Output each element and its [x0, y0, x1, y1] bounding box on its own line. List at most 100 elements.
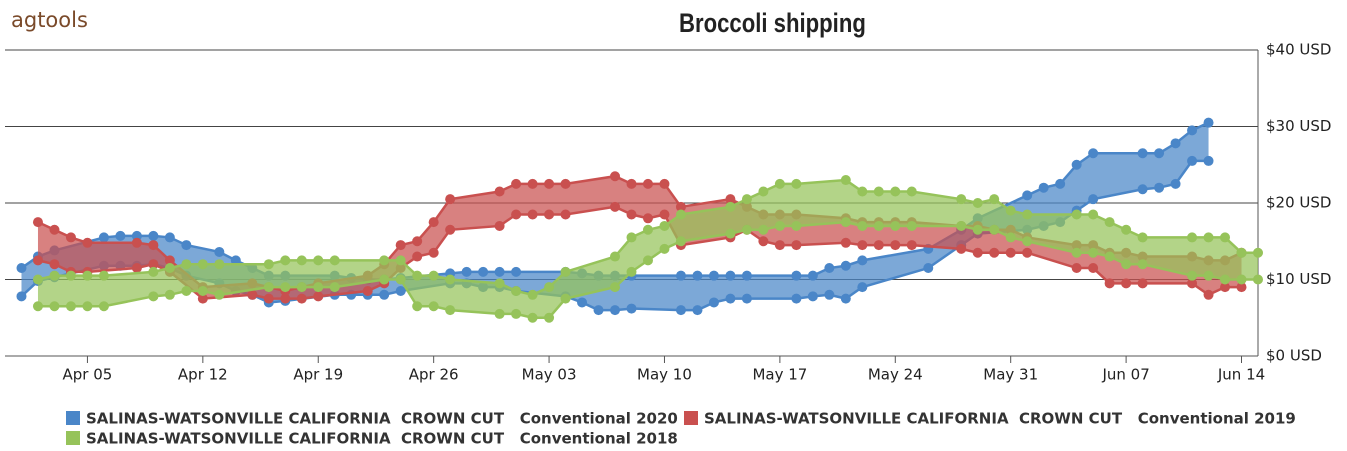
data-point: [1220, 232, 1231, 243]
x-tick-label: Jun 07: [1101, 366, 1149, 384]
data-point: [1187, 155, 1198, 166]
data-point: [181, 240, 192, 251]
data-point: [247, 289, 258, 300]
data-point: [148, 240, 159, 251]
data-point: [412, 251, 423, 262]
data-point: [544, 209, 555, 220]
data-point: [906, 186, 917, 197]
data-point: [593, 305, 604, 316]
data-point: [511, 266, 522, 277]
data-point: [659, 243, 670, 254]
data-point: [1236, 282, 1247, 293]
data-point: [577, 297, 588, 308]
data-point: [1187, 278, 1198, 289]
data-point: [445, 224, 456, 235]
data-point: [725, 293, 736, 304]
data-point: [1104, 278, 1115, 289]
data-point: [956, 194, 967, 205]
data-point: [807, 270, 818, 281]
data-point: [1220, 282, 1231, 293]
data-point: [1137, 278, 1148, 289]
data-point: [16, 291, 27, 302]
data-point: [774, 240, 785, 251]
x-tick-label: Apr 05: [63, 366, 113, 384]
data-point: [1154, 182, 1165, 193]
data-point: [675, 305, 686, 316]
legend-swatch[interactable]: [66, 431, 80, 445]
data-point: [313, 282, 324, 293]
data-point: [873, 186, 884, 197]
data-point: [857, 220, 868, 231]
data-point: [642, 224, 653, 235]
data-point: [395, 240, 406, 251]
data-point: [1203, 289, 1214, 300]
data-point: [49, 224, 60, 235]
data-point: [1071, 209, 1082, 220]
legend-label[interactable]: SALINAS-WATSONVILLE CALIFORNIA CROWN CUT…: [86, 410, 678, 428]
data-point: [1022, 209, 1033, 220]
data-point: [1071, 159, 1082, 170]
data-point: [1121, 259, 1132, 270]
data-point: [263, 293, 274, 304]
data-point: [544, 282, 555, 293]
data-point: [1022, 190, 1033, 201]
data-point: [1088, 247, 1099, 258]
x-tick-label: Apr 19: [293, 366, 343, 384]
data-point: [65, 301, 76, 312]
data-point: [675, 201, 686, 212]
legend-swatch[interactable]: [684, 411, 698, 425]
data-point: [1187, 125, 1198, 136]
data-point: [610, 201, 621, 212]
data-point: [32, 255, 43, 266]
data-point: [774, 220, 785, 231]
x-tick-label: May 17: [752, 366, 807, 384]
data-point: [560, 293, 571, 304]
data-point: [280, 293, 291, 304]
data-point: [1104, 217, 1115, 228]
data-point: [379, 255, 390, 266]
data-point: [659, 178, 670, 189]
data-point: [1104, 251, 1115, 262]
data-point: [280, 255, 291, 266]
data-point: [511, 209, 522, 220]
data-point: [527, 289, 538, 300]
data-point: [890, 186, 901, 197]
range-area: [21, 122, 1209, 311]
data-point: [494, 278, 505, 289]
data-point: [824, 289, 835, 300]
data-point: [1236, 274, 1247, 285]
data-point: [49, 301, 60, 312]
legend-label[interactable]: SALINAS-WATSONVILLE CALIFORNIA CROWN CUT…: [86, 430, 678, 448]
legend-swatch[interactable]: [66, 411, 80, 425]
data-point: [1022, 247, 1033, 258]
data-point: [791, 178, 802, 189]
data-point: [890, 240, 901, 251]
data-point: [428, 247, 439, 258]
data-point: [412, 301, 423, 312]
legend-label[interactable]: SALINAS-WATSONVILLE CALIFORNIA CROWN CUT…: [704, 410, 1296, 428]
data-point: [972, 198, 983, 208]
data-point: [395, 285, 406, 296]
data-point: [197, 293, 208, 304]
data-point: [280, 282, 291, 293]
data-point: [1170, 178, 1181, 189]
data-point: [511, 178, 522, 189]
data-point: [379, 289, 390, 300]
data-point: [675, 209, 686, 220]
data-point: [774, 178, 785, 189]
data-point: [98, 270, 109, 281]
data-point: [1137, 259, 1148, 270]
data-point: [956, 220, 967, 231]
data-point: [741, 194, 752, 205]
data-point: [230, 255, 241, 266]
brand-logo: agtools: [11, 8, 88, 32]
data-point: [82, 301, 93, 312]
data-point: [478, 266, 489, 277]
data-point: [395, 274, 406, 285]
data-point: [906, 240, 917, 251]
data-point: [1187, 232, 1198, 243]
data-point: [857, 186, 868, 197]
data-point: [1203, 117, 1214, 128]
data-point: [725, 270, 736, 281]
data-point: [527, 209, 538, 220]
